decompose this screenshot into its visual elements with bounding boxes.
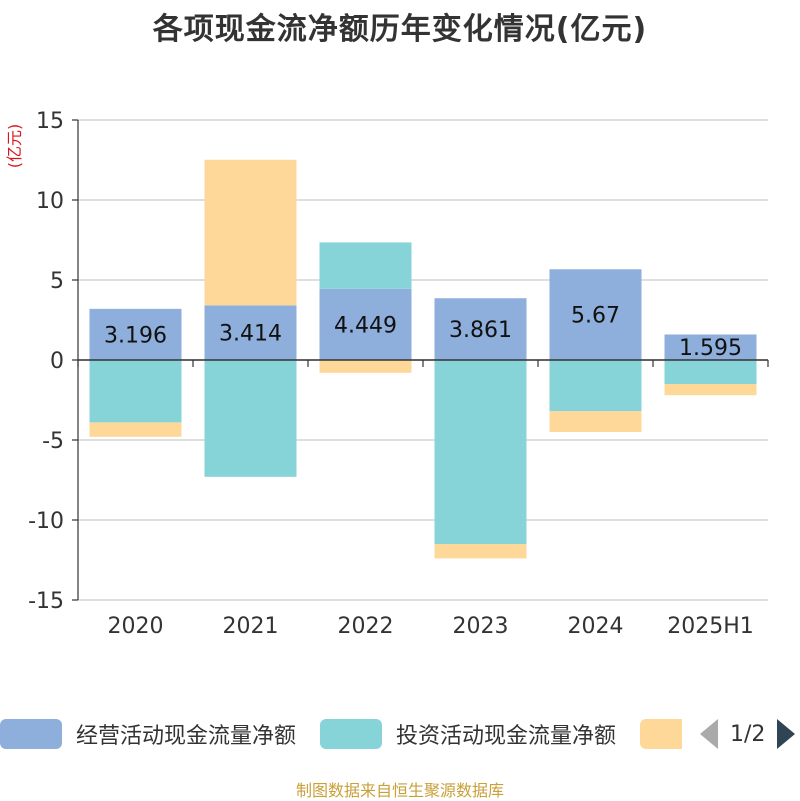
y-tick-label: 0 (50, 349, 64, 374)
bar-2020-s1 (89, 360, 182, 423)
bar-2023-s2 (434, 544, 527, 559)
legend: 经营活动现金流量净额 投资活动现金流量净额 1/2 (0, 712, 800, 756)
pager-next-icon[interactable] (777, 719, 796, 749)
bars-layer (89, 159, 757, 559)
data-label-2025H1: 1.595 (679, 336, 742, 361)
x-tick-label-2025H1: 2025H1 (667, 614, 754, 639)
bar-2025H1-s0 (664, 334, 757, 360)
bar-2023-s1 (434, 360, 527, 544)
x-tick-label-2024: 2024 (568, 614, 624, 639)
labels-layer: 3.196 3.414 4.449 3.861 5.67 1.595 (104, 304, 742, 362)
legend-item-investing[interactable]: 投资活动现金流量净额 (320, 712, 616, 756)
bar-2020-s2 (89, 422, 182, 437)
bar-2024-s2 (549, 411, 642, 432)
bar-2021-s1 (204, 360, 297, 477)
pager-prev-icon[interactable] (700, 719, 718, 749)
axis-layer: 15 10 5 0 -5 -10 -15 (亿元) 2020 2021 2022 2023 2024 20… (5, 109, 769, 639)
x-tick-label-2023: 2023 (453, 614, 509, 639)
data-label-2024: 5.67 (571, 304, 620, 329)
legend-item-operating[interactable]: 经营活动现金流量净额 (0, 712, 296, 756)
y-axis-label: (亿元) (5, 124, 24, 169)
bar-2024-s0 (549, 269, 642, 360)
bar-2022-s0 (319, 288, 412, 360)
data-label-2020: 3.196 (104, 323, 167, 348)
legend-swatch-financing (640, 719, 682, 749)
x-tick-label-2022: 2022 (338, 614, 394, 639)
bar-2022-s2 (319, 360, 412, 373)
legend-label-investing: 投资活动现金流量净额 (396, 724, 617, 749)
y-tick-label: -15 (28, 589, 64, 614)
y-tick-label: -5 (42, 429, 64, 454)
chart-plot: 15 10 5 0 -5 -10 -15 (亿元) 2020 2021 2022 2023 2024 20… (5, 109, 769, 639)
bar-2023-s0 (434, 298, 527, 360)
bar-2025H1-s2 (664, 384, 757, 396)
y-tick-label: 5 (50, 269, 64, 294)
y-tick-label: 10 (36, 189, 64, 214)
legend-swatch-investing (320, 719, 382, 749)
bar-2021-s0 (204, 305, 297, 360)
legend-swatch-operating (0, 719, 62, 749)
bar-2021-s2 (204, 159, 297, 306)
data-label-2022: 4.449 (334, 313, 397, 338)
source-note: 制图数据来自恒生聚源数据库 (295, 781, 504, 800)
bar-2022-s1 (319, 242, 412, 289)
legend-item-financing[interactable] (640, 712, 682, 756)
y-tick-label: -10 (28, 509, 64, 534)
bar-2024-s1 (549, 360, 642, 412)
y-tick-label: 15 (36, 109, 64, 134)
legend-pager: 1/2 (700, 712, 796, 756)
legend-label-operating: 经营活动现金流量净额 (76, 724, 297, 749)
data-label-2021: 3.414 (219, 322, 282, 347)
pager-text: 1/2 (730, 721, 766, 747)
chart-title: 各项现金流净额历年变化情况(亿元) (152, 12, 648, 47)
x-tick-label-2021: 2021 (223, 614, 279, 639)
data-label-2023: 3.861 (449, 318, 512, 343)
bar-2025H1-s1 (664, 360, 757, 384)
bar-2020-s0 (89, 308, 182, 360)
x-tick-label-2020: 2020 (108, 614, 164, 639)
